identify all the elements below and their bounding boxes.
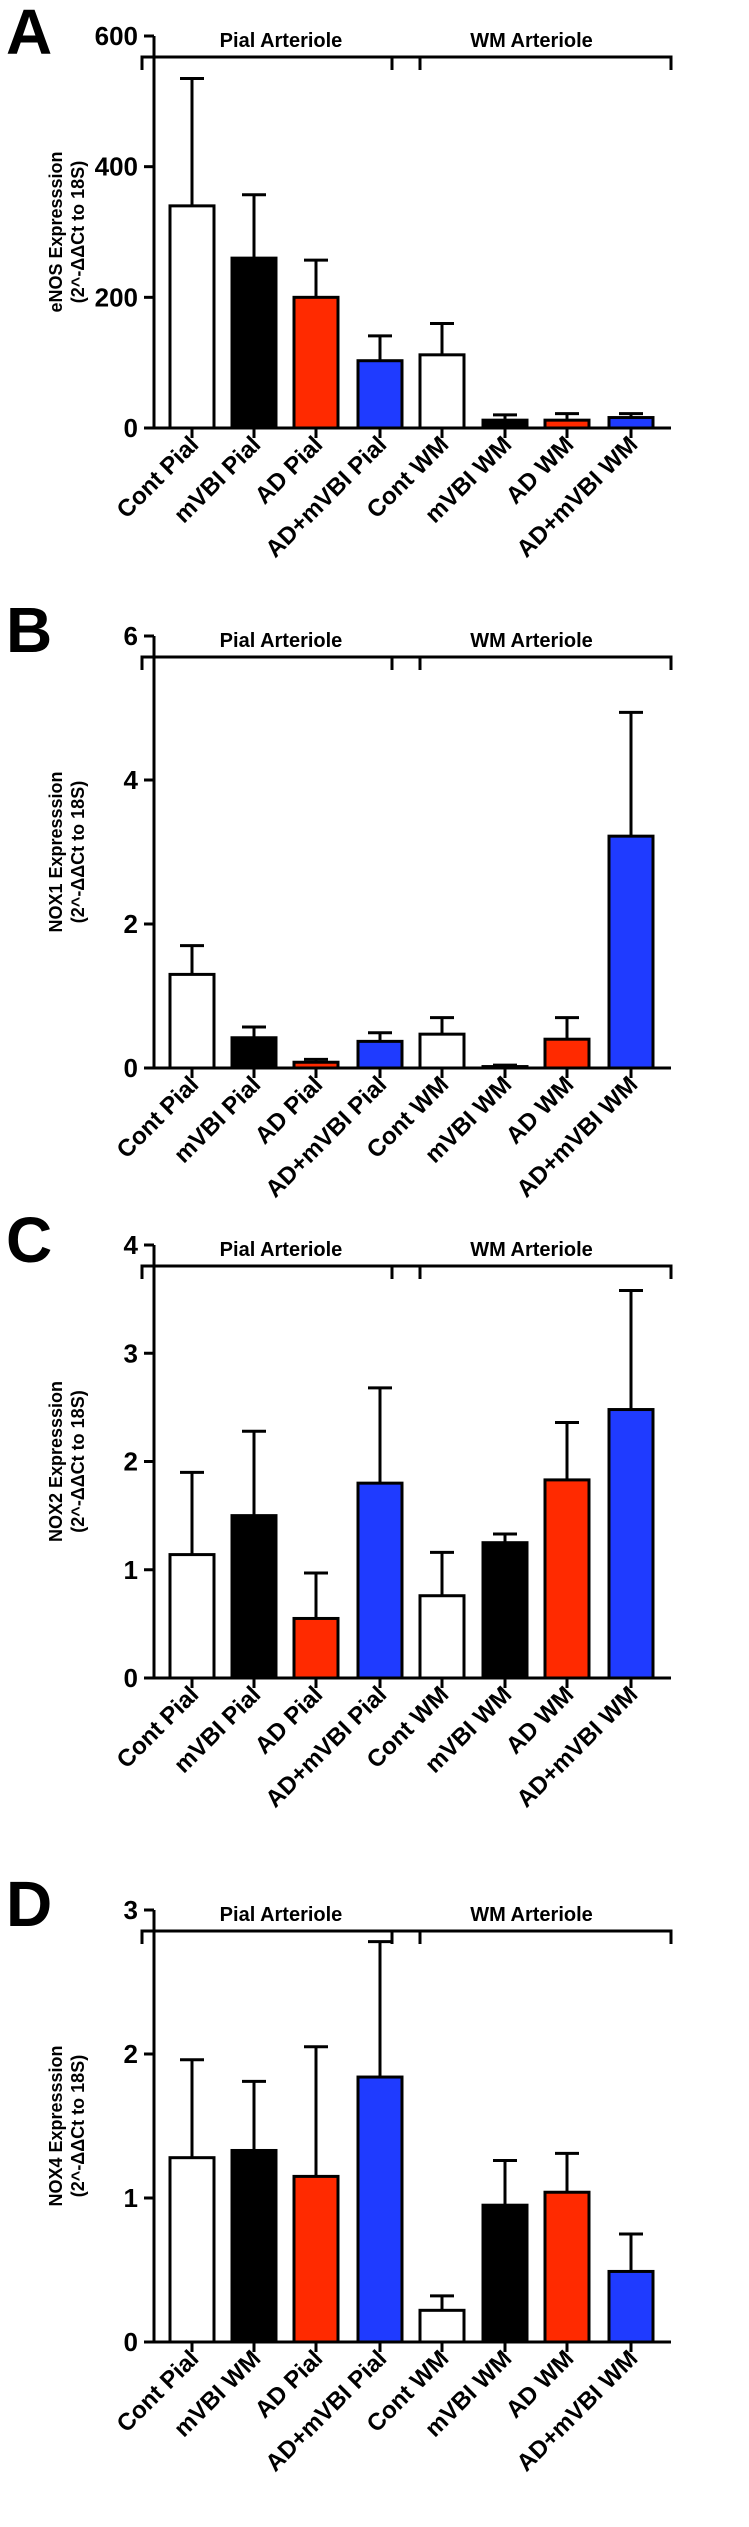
panel-letter: A (6, 0, 52, 68)
y-tick-label: 400 (95, 152, 138, 182)
y-axis-title: NOX2 Expresssion (46, 1381, 66, 1542)
group-label: WM Arteriole (470, 30, 593, 52)
panel-d: D 0 1 2 3 NOX4 Expresssion (2^-ΔΔCt to 18S) Pia… (6, 1868, 673, 2477)
group-label: Pial Arteriole (220, 1904, 343, 1926)
panel-letter: D (6, 1868, 52, 1940)
bar (230, 256, 278, 430)
bar (481, 1541, 529, 1680)
group-bracket (140, 1264, 422, 1279)
bar (292, 2174, 340, 2344)
group-label: WM Arteriole (470, 1904, 593, 1926)
y-tick-label: 1 (124, 2183, 138, 2213)
bar (230, 2148, 278, 2344)
bar (168, 1553, 216, 1680)
bar (168, 2156, 216, 2344)
bar (356, 2075, 404, 2344)
y-axis-subtitle: (2^-ΔΔCt to 18S) (68, 161, 88, 303)
group-bracket (390, 1264, 673, 1279)
y-tick-label: 0 (124, 1053, 138, 1083)
bar (168, 204, 216, 430)
bar (418, 2308, 466, 2344)
y-tick-label: 200 (95, 282, 138, 312)
y-axis-title: NOX1 Expresssion (46, 771, 66, 932)
y-axis-title: NOX4 Expresssion (46, 2045, 66, 2206)
y-tick-label: 1 (124, 1555, 138, 1585)
bar (356, 359, 404, 430)
bar (292, 295, 340, 430)
y-tick-label: 2 (124, 2039, 138, 2069)
panel-letter: C (6, 1204, 52, 1276)
y-axis-subtitle: (2^-ΔΔCt to 18S) (68, 781, 88, 923)
group-bracket (140, 55, 422, 70)
y-tick-label: 0 (124, 413, 138, 443)
y-tick-label: 600 (95, 21, 138, 51)
panel-c: C 0 1 2 3 4 NOX2 Expresssion (2^-ΔΔCt to 18S) Pi… (6, 1204, 673, 1813)
y-tick-label: 2 (124, 1447, 138, 1477)
bar (607, 834, 655, 1070)
bar (481, 2203, 529, 2344)
y-tick-label: 0 (124, 2327, 138, 2357)
y-tick-label: 3 (124, 1895, 138, 1925)
y-axis-subtitle: (2^-ΔΔCt to 18S) (68, 2055, 88, 2197)
y-tick-label: 6 (124, 621, 138, 651)
group-label: WM Arteriole (470, 630, 593, 652)
y-axis-title: eNOS Expresssion (46, 151, 66, 312)
group-label: Pial Arteriole (220, 630, 343, 652)
bar (168, 972, 216, 1070)
group-label: Pial Arteriole (220, 1239, 343, 1261)
panel-letter: B (6, 594, 52, 666)
y-tick-label: 0 (124, 1663, 138, 1693)
y-tick-label: 2 (124, 909, 138, 939)
y-axis-subtitle: (2^-ΔΔCt to 18S) (68, 1390, 88, 1532)
bar (607, 1408, 655, 1680)
group-bracket (390, 1929, 673, 1944)
group-label: WM Arteriole (470, 1239, 593, 1261)
bar (356, 1481, 404, 1680)
bar (230, 1036, 278, 1070)
panel-a: A 0 200 400 600 eNOS Expresssion (2^-ΔΔCt to 1… (6, 0, 673, 563)
bar (543, 1478, 591, 1680)
bar (543, 1037, 591, 1070)
y-tick-label: 3 (124, 1338, 138, 1368)
group-label: Pial Arteriole (220, 30, 343, 52)
y-tick-label: 4 (124, 765, 139, 795)
group-bracket (390, 55, 673, 70)
bar (292, 1616, 340, 1680)
bar (607, 2269, 655, 2344)
bar (418, 1594, 466, 1680)
bar (230, 1514, 278, 1680)
group-bracket (140, 1929, 422, 1944)
y-tick-label: 4 (124, 1230, 139, 1260)
bar (418, 1032, 466, 1070)
bar (543, 2190, 591, 2344)
bar (356, 1039, 404, 1070)
bar (418, 353, 466, 430)
group-bracket (140, 655, 422, 670)
group-bracket (390, 655, 673, 670)
bar (607, 416, 655, 430)
panel-b: B 0 2 4 6 NOX1 Expresssion (2^-ΔΔCt to 18S) Pia… (6, 594, 673, 1203)
